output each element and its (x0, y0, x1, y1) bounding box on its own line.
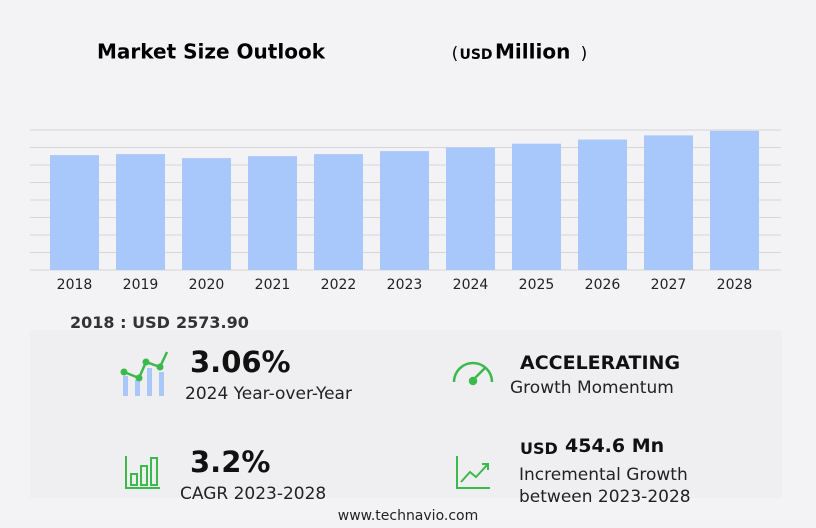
bar (578, 139, 627, 270)
yoy-label: 2024 Year-over-Year (185, 384, 352, 404)
bar (380, 151, 429, 270)
title-scale: Million (495, 40, 570, 64)
x-tick-label: 2025 (519, 277, 555, 293)
bar (248, 156, 297, 270)
bar (314, 154, 363, 270)
incremental-unit: USD (520, 439, 558, 458)
x-tick-label: 2024 (453, 277, 489, 293)
x-tick-label: 2022 (321, 277, 357, 293)
bar (116, 154, 165, 270)
x-tick-label: 2027 (651, 277, 687, 293)
momentum-value: ACCELERATING (520, 352, 681, 374)
x-tick-label: 2019 (123, 277, 159, 293)
incremental-label: Incremental Growth (519, 465, 688, 485)
title-paren: ) (581, 44, 588, 64)
bar (710, 130, 759, 270)
x-tick-label: 2023 (387, 277, 423, 293)
title-unit: USD (459, 47, 492, 63)
bar (50, 155, 99, 270)
bar (644, 135, 693, 270)
x-tick-label: 2028 (717, 277, 753, 293)
yoy-value: 3.06% (190, 345, 291, 379)
base-label: 2018 : USD (70, 313, 170, 332)
x-tick-label: 2021 (255, 277, 291, 293)
chart-title: Market Size Outlook (97, 40, 326, 64)
bar (446, 147, 495, 270)
chart: Market Size Outlook ( USD Million ) 2018… (30, 40, 781, 293)
bar (512, 143, 561, 270)
momentum-label: Growth Momentum (510, 378, 674, 398)
incremental-value: 454.6 Mn (565, 435, 665, 457)
x-tick-label: 2020 (189, 277, 225, 293)
x-tick-label: 2018 (57, 277, 93, 293)
footer: www.technavio.com (337, 508, 479, 524)
cagr-label: CAGR 2023-2028 (180, 484, 327, 504)
x-tick-label: 2026 (585, 277, 621, 293)
bar (182, 158, 231, 270)
title-paren: ( (452, 44, 459, 64)
cagr-value: 3.2% (190, 445, 271, 479)
base-value: 2573.90 (176, 313, 249, 332)
incremental-label: between 2023-2028 (519, 487, 691, 507)
